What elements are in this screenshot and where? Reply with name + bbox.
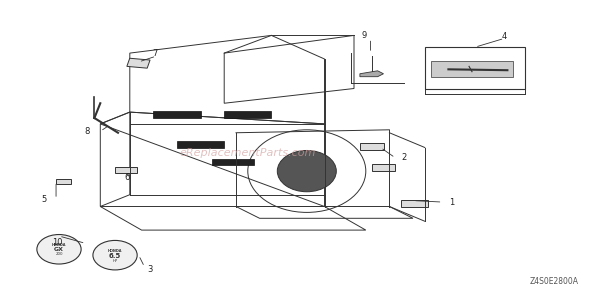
Bar: [401, 200, 428, 206]
Text: eReplacementParts.com: eReplacementParts.com: [179, 148, 316, 158]
Bar: [127, 58, 150, 68]
Text: 8: 8: [84, 127, 90, 136]
Text: 6.5: 6.5: [109, 253, 121, 259]
Bar: [212, 159, 254, 165]
Text: 4: 4: [502, 32, 507, 41]
Ellipse shape: [93, 240, 137, 270]
Ellipse shape: [277, 150, 336, 192]
Bar: [177, 141, 224, 148]
Text: 9: 9: [362, 32, 367, 40]
Bar: [425, 47, 525, 88]
Bar: [224, 111, 271, 118]
Bar: [56, 179, 71, 184]
Text: GX: GX: [54, 247, 64, 252]
Text: HONDA: HONDA: [108, 249, 122, 253]
Ellipse shape: [37, 235, 81, 264]
Text: 10: 10: [53, 238, 63, 247]
Text: Z4S0E2800A: Z4S0E2800A: [529, 277, 578, 286]
Text: 2: 2: [402, 153, 407, 162]
Bar: [115, 167, 137, 173]
Text: HP: HP: [113, 259, 117, 263]
Text: 7: 7: [152, 49, 158, 58]
Text: 6: 6: [124, 173, 130, 182]
Bar: [372, 164, 395, 171]
Text: 5: 5: [42, 195, 47, 204]
Polygon shape: [360, 71, 384, 77]
Bar: [153, 111, 201, 118]
Bar: [431, 61, 513, 77]
Bar: [360, 143, 384, 150]
Text: 200: 200: [55, 252, 63, 256]
Text: HONDA: HONDA: [52, 243, 66, 248]
Text: 3: 3: [148, 266, 153, 274]
Text: 1: 1: [449, 198, 454, 206]
